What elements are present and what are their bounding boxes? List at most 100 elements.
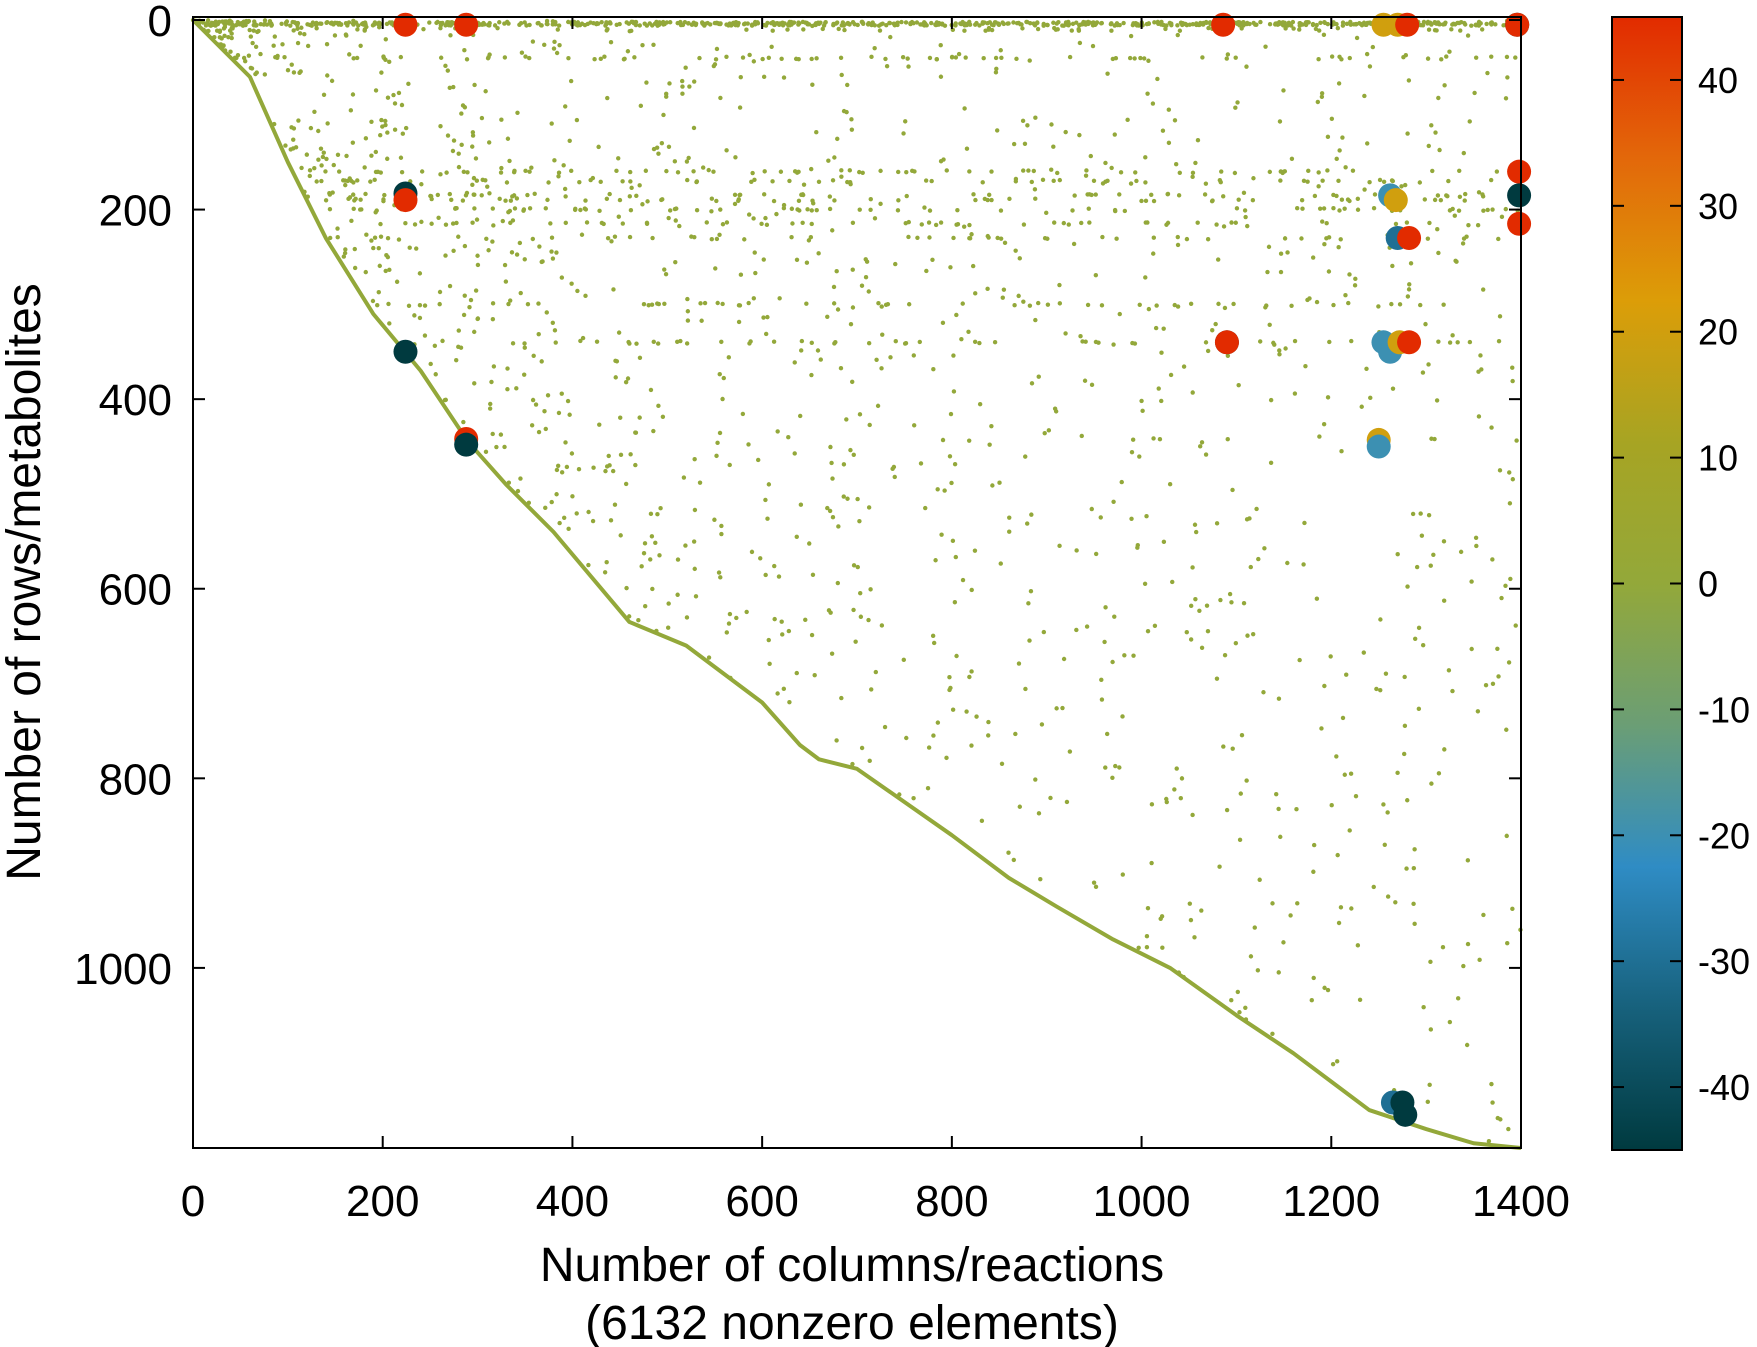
nonzero-point [1277,119,1283,124]
nonzero-point [399,169,405,175]
nonzero-point [1450,333,1455,338]
nonzero-point [1152,623,1158,628]
large-value-point [1397,226,1422,251]
nonzero-point [691,125,697,131]
nonzero-point [1290,19,1296,25]
nonzero-point [556,23,562,28]
nonzero-point [1021,222,1027,227]
nonzero-point [1447,49,1452,54]
nonzero-point [836,26,841,32]
nonzero-point [1132,56,1137,61]
x-tick-label: 1400 [1472,1177,1570,1226]
nonzero-point [443,222,449,227]
nonzero-point [1146,306,1152,312]
nonzero-point [1011,857,1017,863]
nonzero-point [1348,771,1354,776]
nonzero-point [616,330,622,335]
nonzero-point [460,103,466,108]
nonzero-point [705,20,710,26]
nonzero-point [1252,925,1257,930]
nonzero-point [1355,207,1361,212]
nonzero-point [1338,237,1343,242]
nonzero-point [1419,533,1425,538]
nonzero-point [1099,303,1105,308]
nonzero-point [1100,181,1106,186]
nonzero-point [530,39,536,44]
nonzero-point [997,480,1002,485]
nonzero-point [604,20,610,26]
nonzero-point [1089,382,1095,388]
nonzero-point [1054,21,1059,26]
nonzero-point [612,502,618,507]
nonzero-point [786,628,792,634]
nonzero-point [879,366,884,371]
nonzero-point [672,206,678,212]
nonzero-point [833,339,838,345]
nonzero-point [1232,170,1238,176]
nonzero-point [460,198,466,203]
nonzero-point [751,59,757,64]
nonzero-point [1322,242,1327,247]
nonzero-point [1233,640,1239,646]
nonzero-point [362,20,368,25]
nonzero-point [775,691,780,696]
nonzero-point [1013,248,1018,253]
nonzero-point [1402,723,1408,729]
nonzero-point [1404,866,1409,871]
nonzero-point [828,444,833,450]
nonzero-point [1503,206,1509,212]
nonzero-point [438,172,443,177]
nonzero-point [626,614,632,619]
nonzero-point [664,168,669,174]
nonzero-point [576,466,582,472]
nonzero-point [568,78,574,84]
nonzero-point [1344,21,1350,27]
nonzero-point [910,168,915,174]
nonzero-point [1169,21,1174,26]
nonzero-point [855,564,860,570]
nonzero-point [1112,614,1117,619]
nonzero-point [830,514,836,520]
nonzero-point [692,507,698,513]
nonzero-point [599,220,605,226]
nonzero-point [709,237,714,242]
nonzero-point [578,338,583,344]
nonzero-point [967,222,972,228]
nonzero-point [1405,798,1410,803]
nonzero-point [1337,148,1342,153]
nonzero-point [1383,671,1389,676]
large-value-point [1211,12,1236,37]
large-value-point [1395,12,1420,37]
nonzero-point [989,423,994,429]
nonzero-point [1278,178,1283,183]
nonzero-point [1496,236,1501,242]
nonzero-point [873,669,879,675]
nonzero-point [1027,21,1033,26]
nonzero-point [1083,173,1089,178]
nonzero-point [473,288,479,293]
nonzero-point [507,158,512,164]
nonzero-point [1007,196,1012,202]
nonzero-point [742,237,747,242]
nonzero-point [1222,652,1228,658]
nonzero-point [341,254,347,259]
colorbar-tick-label: -40 [1698,1067,1750,1108]
nonzero-point [684,341,690,346]
nonzero-point [834,269,839,274]
nonzero-point [1327,339,1332,345]
nonzero-point [399,102,405,108]
nonzero-point [821,23,827,28]
nonzero-point [1036,300,1041,306]
nonzero-point [715,300,720,306]
nonzero-point [1322,19,1327,25]
nonzero-point [564,464,570,470]
nonzero-point [749,23,755,28]
nonzero-point [804,301,809,306]
nonzero-point [1355,196,1361,202]
nonzero-point [826,158,831,163]
nonzero-point [633,462,638,468]
nonzero-point [1359,404,1364,409]
nonzero-point [686,155,691,161]
nonzero-point [714,453,719,459]
